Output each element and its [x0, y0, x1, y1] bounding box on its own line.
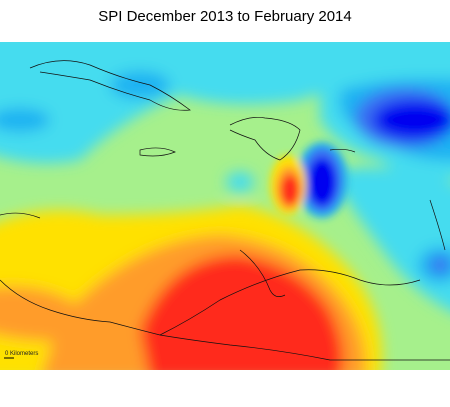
- spi-field: [0, 42, 450, 370]
- scale-label: 0 Kilometers: [5, 351, 38, 357]
- map-title: SPI December 2013 to February 2014: [98, 8, 352, 25]
- coastlines: [0, 60, 450, 361]
